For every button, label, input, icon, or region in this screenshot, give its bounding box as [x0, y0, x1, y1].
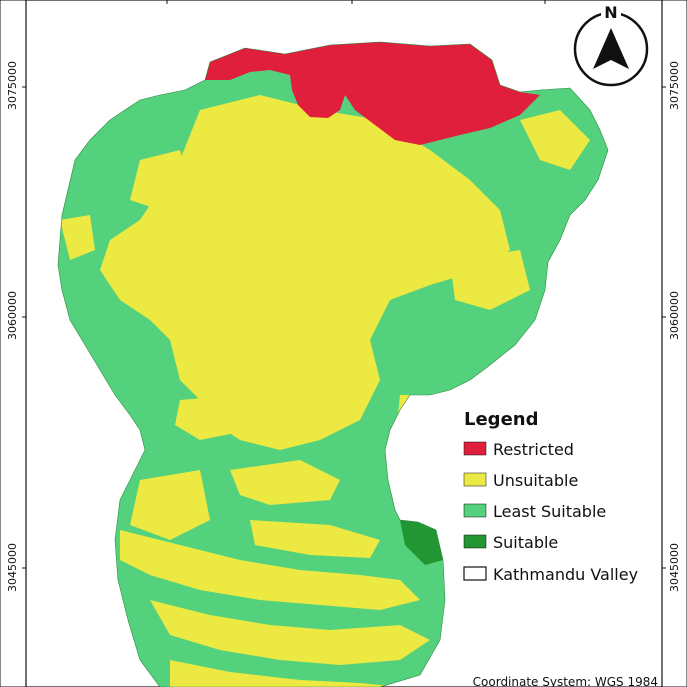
- legend: Legend Restricted Unsuitable Least Suita…: [463, 409, 638, 584]
- coord-right-middle: 3060000: [668, 291, 681, 340]
- legend-label-suitable: Suitable: [493, 533, 558, 552]
- north-arrow-icon: [593, 28, 629, 69]
- coord-right-bottom: 3045000: [668, 543, 681, 592]
- legend-swatch-least-suitable: [463, 503, 487, 518]
- legend-label-unsuitable: Unsuitable: [493, 471, 578, 490]
- legend-title: Legend: [464, 409, 538, 430]
- legend-label-kathmandu-valley: Kathmandu Valley: [493, 565, 638, 584]
- coordinate-system-credit: Coordinate System: WGS 1984: [473, 675, 658, 687]
- coord-left-bottom: 3045000: [6, 543, 19, 592]
- valley-outline: [57, 41, 609, 687]
- suitable-zone: [400, 520, 443, 565]
- coord-left-middle: 3060000: [6, 291, 19, 340]
- legend-swatch-kathmandu-valley: [463, 566, 487, 581]
- legend-label-least-suitable: Least Suitable: [493, 502, 606, 521]
- frame-ticks: [22, 0, 666, 569]
- unsuitable-zones: [60, 95, 590, 687]
- north-arrow: N: [573, 2, 649, 87]
- legend-swatch-suitable: [463, 534, 487, 549]
- north-label-bg: [601, 2, 621, 22]
- coord-right-top: 3075000: [668, 61, 681, 110]
- restricted-zone: [205, 42, 540, 145]
- north-label: N: [604, 3, 617, 22]
- coord-left-top: 3075000: [6, 61, 19, 110]
- legend-swatch-unsuitable: [463, 472, 487, 487]
- legend-label-restricted: Restricted: [493, 440, 574, 459]
- legend-swatch-restricted: [463, 441, 487, 456]
